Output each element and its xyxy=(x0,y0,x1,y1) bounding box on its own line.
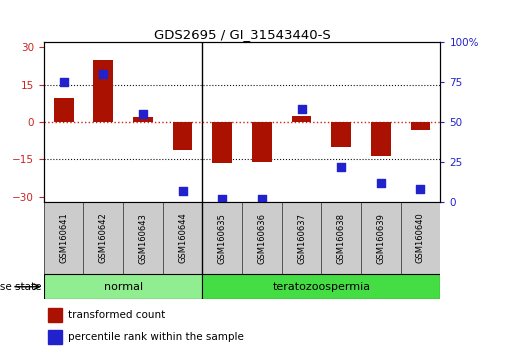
Bar xyxy=(371,122,391,156)
Text: GSM160644: GSM160644 xyxy=(178,213,187,263)
Point xyxy=(139,111,147,117)
Bar xyxy=(202,274,440,299)
Text: GSM160636: GSM160636 xyxy=(258,212,266,264)
Bar xyxy=(163,202,202,274)
Bar xyxy=(123,202,163,274)
Text: teratozoospermia: teratozoospermia xyxy=(272,282,370,292)
Point xyxy=(178,188,186,193)
Point xyxy=(337,164,346,170)
Text: transformed count: transformed count xyxy=(67,310,165,320)
Bar xyxy=(401,202,440,274)
Bar xyxy=(410,122,431,130)
Bar xyxy=(242,202,282,274)
Bar xyxy=(321,202,361,274)
Text: GSM160642: GSM160642 xyxy=(99,213,108,263)
Text: GSM160641: GSM160641 xyxy=(59,213,68,263)
Bar xyxy=(202,202,242,274)
Bar xyxy=(83,202,123,274)
Bar xyxy=(44,274,202,299)
Bar xyxy=(291,116,312,122)
Text: GSM160638: GSM160638 xyxy=(337,212,346,264)
Bar xyxy=(48,308,62,322)
Point xyxy=(60,80,68,85)
Bar xyxy=(54,98,74,122)
Bar xyxy=(93,60,113,122)
Point xyxy=(416,186,424,192)
Text: normal: normal xyxy=(104,282,143,292)
Text: GSM160643: GSM160643 xyxy=(139,213,147,263)
Bar xyxy=(173,122,193,149)
Point xyxy=(218,196,227,201)
Text: GSM160640: GSM160640 xyxy=(416,213,425,263)
Point xyxy=(298,107,306,112)
Point xyxy=(258,196,266,201)
Bar xyxy=(44,202,83,274)
Bar xyxy=(133,117,153,122)
Bar xyxy=(48,330,62,344)
Point xyxy=(377,180,385,185)
Text: disease state: disease state xyxy=(0,282,41,292)
Bar xyxy=(252,122,272,162)
Point xyxy=(99,72,108,77)
Text: GSM160635: GSM160635 xyxy=(218,213,227,263)
Title: GDS2695 / GI_31543440-S: GDS2695 / GI_31543440-S xyxy=(153,28,331,41)
Bar xyxy=(331,122,351,147)
Text: GSM160639: GSM160639 xyxy=(376,213,385,263)
Bar xyxy=(212,122,232,163)
Text: percentile rank within the sample: percentile rank within the sample xyxy=(67,332,244,342)
Bar xyxy=(361,202,401,274)
Text: GSM160637: GSM160637 xyxy=(297,212,306,264)
Bar xyxy=(282,202,321,274)
